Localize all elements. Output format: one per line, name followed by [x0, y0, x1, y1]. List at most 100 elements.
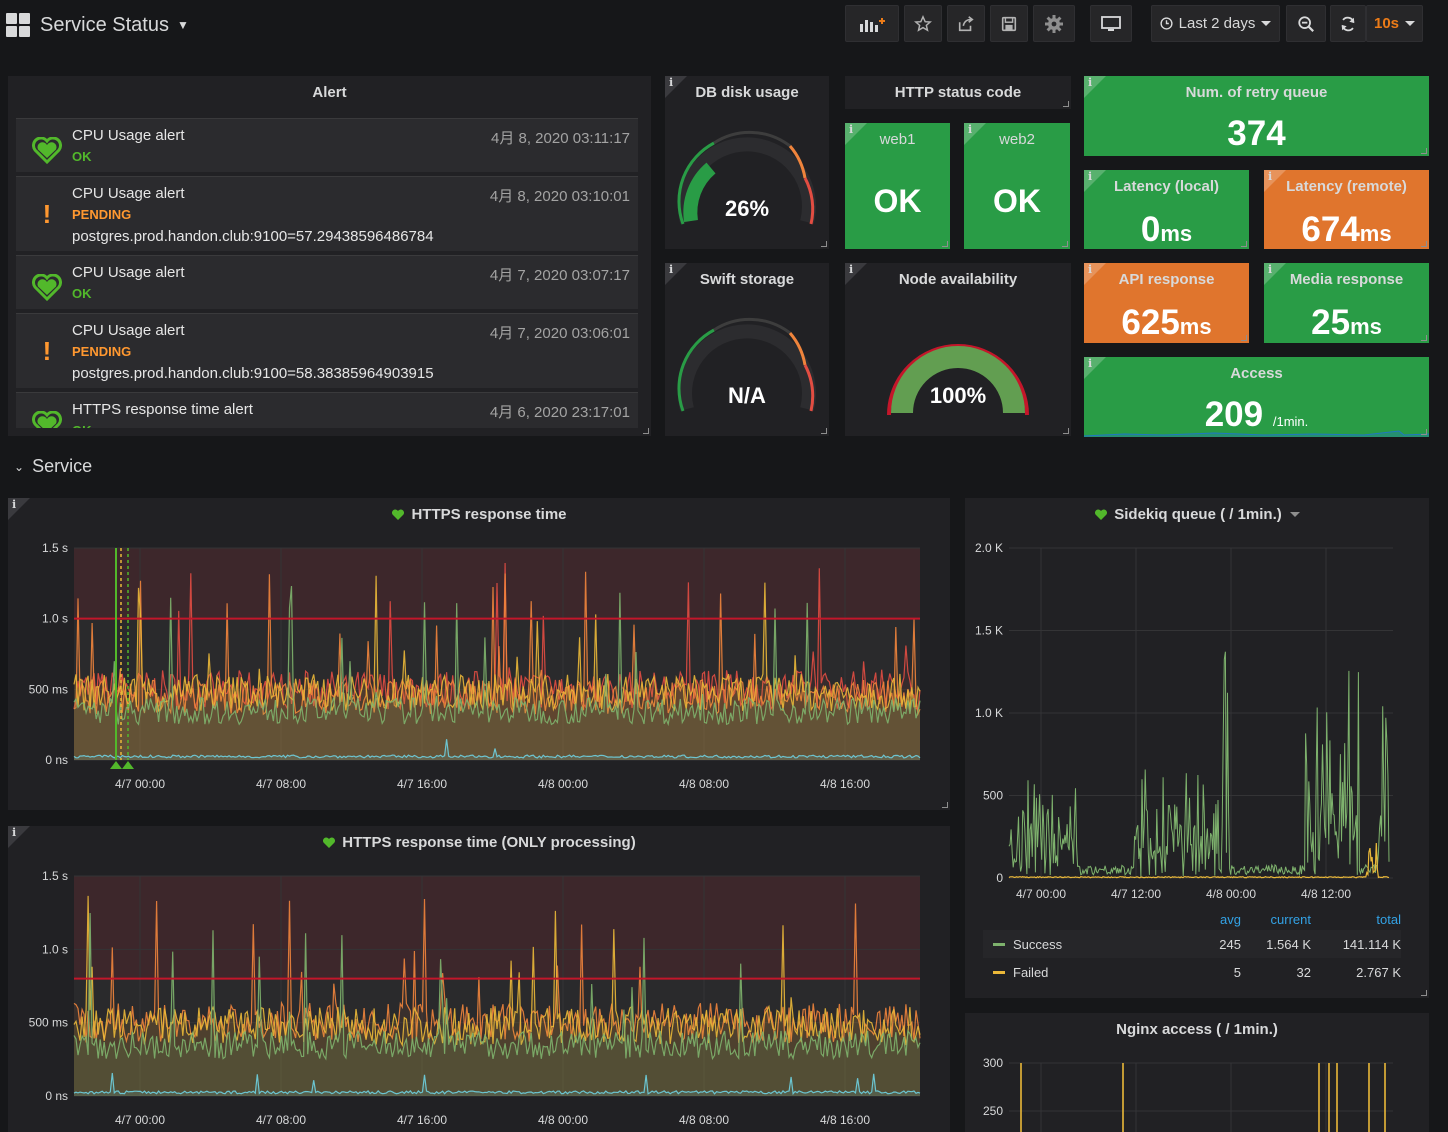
resize-handle[interactable] — [1421, 241, 1427, 247]
gear-icon — [1045, 14, 1063, 33]
top-navbar: Service Status ▼ Last 2 days 10s — [0, 0, 1448, 50]
share-icon — [958, 15, 974, 31]
gauge-value: N/A — [728, 383, 766, 408]
alert-list-panel: Alert CPU Usage alert OK 4月 8, 2020 03:1… — [8, 76, 651, 436]
info-icon[interactable]: i — [8, 826, 30, 848]
panel-title: Swift storage — [699, 271, 795, 288]
info-icon[interactable]: i — [1084, 357, 1106, 379]
sidekiq-queue-chart[interactable]: 2.0 K 1.5 K 1.0 K 500 0 4/7 00:00 4/7 12:00 4/8… — [965, 530, 1429, 910]
panel-title[interactable]: Sidekiq queue ( / 1min.) — [965, 506, 1429, 523]
refresh-button[interactable] — [1330, 5, 1366, 42]
add-panel-button[interactable] — [845, 5, 899, 42]
legend-series-name[interactable]: Success — [1013, 936, 1063, 952]
resize-handle[interactable] — [1421, 990, 1427, 996]
info-icon[interactable]: i — [1084, 170, 1106, 192]
legend-row-failed[interactable]: Failed 5 32 2.767 K — [983, 958, 1401, 986]
alert-item[interactable]: CPU Usage alert OK 4月 7, 2020 03:07:17 — [16, 255, 638, 309]
alert-list[interactable]: CPU Usage alert OK 4月 8, 2020 03:11:17 !… — [16, 118, 638, 428]
panel-title: web2 — [999, 131, 1035, 148]
refresh-interval-label: 10s — [1373, 15, 1400, 32]
alert-name: CPU Usage alert — [72, 185, 185, 202]
panel-title: Num. of retry queue — [1185, 84, 1328, 101]
graph-title-text: Nginx access ( / 1min.) — [1116, 1021, 1278, 1038]
panel-title: Node availability — [898, 271, 1018, 288]
processing-time-chart[interactable]: 1.5 s 1.0 s 500 ms 0 ns 4/7 00:00 4/7 08:00 4/… — [8, 858, 950, 1132]
resize-handle[interactable] — [1421, 429, 1427, 435]
series-line — [73, 739, 921, 759]
dashboard-picker[interactable]: Service Status ▼ — [6, 10, 189, 40]
save-button[interactable] — [990, 5, 1028, 42]
info-icon[interactable]: i — [8, 498, 30, 520]
resize-handle[interactable] — [1063, 101, 1069, 107]
info-icon[interactable]: i — [1264, 170, 1286, 192]
panel-title: Latency (remote) — [1286, 178, 1407, 195]
resize-handle[interactable] — [1241, 335, 1247, 341]
y-tick-label: 1.5 s — [42, 541, 68, 555]
alert-state: PENDING — [72, 344, 132, 359]
legend-col-current[interactable]: current — [1270, 911, 1311, 927]
resize-handle[interactable] — [942, 241, 948, 247]
x-tick-label: 4/7 00:00 — [115, 777, 165, 791]
zoom-out-button[interactable] — [1286, 5, 1326, 42]
resize-handle[interactable] — [821, 241, 827, 247]
legend-col-total[interactable]: total — [1376, 911, 1401, 927]
info-icon[interactable]: i — [1084, 76, 1106, 98]
resize-handle[interactable] — [821, 428, 827, 434]
alert-detail: postgres.prod.handon.club:9100=58.383859… — [72, 365, 434, 382]
stat-number: 209 — [1204, 395, 1264, 434]
resize-handle[interactable] — [1241, 241, 1247, 247]
info-icon[interactable]: i — [1264, 263, 1286, 285]
star-button[interactable] — [904, 5, 942, 42]
info-icon[interactable]: i — [1084, 263, 1106, 285]
settings-button[interactable] — [1033, 5, 1075, 42]
legend-col-avg[interactable]: avg — [1220, 911, 1241, 927]
info-icon[interactable]: i — [665, 263, 687, 285]
y-tick-label: 0 — [996, 871, 1003, 885]
time-range-picker[interactable]: Last 2 days — [1151, 5, 1280, 42]
resize-handle[interactable] — [643, 428, 649, 434]
info-icon[interactable]: i — [964, 123, 986, 145]
sidekiq-queue-panel: Sidekiq queue ( / 1min.) 2.0 K 1.5 K 1.0 K… — [965, 498, 1429, 998]
stat-number: 0 — [1140, 210, 1161, 249]
alert-item[interactable]: CPU Usage alert OK 4月 8, 2020 03:11:17 — [16, 118, 638, 172]
legend-series-name[interactable]: Failed — [1013, 964, 1049, 980]
caret-down-icon[interactable] — [1289, 512, 1300, 517]
caret-down-icon — [1261, 21, 1272, 26]
monitor-icon — [1101, 15, 1121, 31]
series-area — [74, 895, 920, 1096]
clock-icon — [1160, 17, 1173, 30]
dashboard-title[interactable]: Service Status — [40, 13, 169, 36]
caret-down-icon — [1405, 21, 1416, 26]
resize-handle[interactable] — [942, 802, 948, 808]
api-response-panel: i API response 625ms — [1084, 263, 1249, 343]
share-button[interactable] — [947, 5, 985, 42]
alert-item[interactable]: HTTPS response time alert OK 4月 6, 2020 … — [16, 392, 638, 428]
info-icon[interactable]: i — [665, 76, 687, 98]
alert-item[interactable]: ! CPU Usage alert PENDING postgres.prod.… — [16, 313, 638, 388]
caret-down-icon[interactable]: ▼ — [176, 18, 189, 32]
resize-handle[interactable] — [1421, 148, 1427, 154]
y-tick-label: 500 — [983, 789, 1003, 803]
y-tick-label: 500 ms — [29, 1016, 68, 1030]
stat-value: 674ms — [1264, 210, 1429, 250]
legend-header: avg current total — [983, 908, 1401, 930]
legend-row-success[interactable]: Success 245 1.564 K 141.114 K — [983, 930, 1401, 958]
alert-name: HTTPS response time alert — [72, 401, 253, 418]
alert-item[interactable]: ! CPU Usage alert PENDING postgres.prod.… — [16, 176, 638, 251]
sparkline — [1084, 430, 1429, 437]
resize-handle[interactable] — [1062, 241, 1068, 247]
service-row-header[interactable]: ⌄ Service — [14, 456, 92, 477]
resize-handle[interactable] — [1421, 335, 1427, 341]
nginx-access-chart[interactable]: 300 250 — [965, 1045, 1429, 1132]
info-icon[interactable]: i — [845, 263, 867, 285]
y-tick-label: 1.5 K — [975, 624, 1003, 638]
info-icon[interactable]: i — [845, 123, 867, 145]
refresh-interval-picker[interactable]: 10s — [1366, 5, 1423, 42]
x-tick-label: 4/8 08:00 — [679, 777, 729, 791]
chevron-down-icon[interactable]: ⌄ — [14, 459, 25, 474]
tv-mode-button[interactable] — [1090, 5, 1132, 42]
stat-number: 674 — [1301, 210, 1360, 249]
heart-icon — [30, 409, 64, 428]
response-time-chart[interactable]: 1.5 s 1.0 s 500 ms 0 ns 4/7 00:00 4/7 08:00 4/… — [8, 530, 950, 800]
resize-handle[interactable] — [1063, 428, 1069, 434]
